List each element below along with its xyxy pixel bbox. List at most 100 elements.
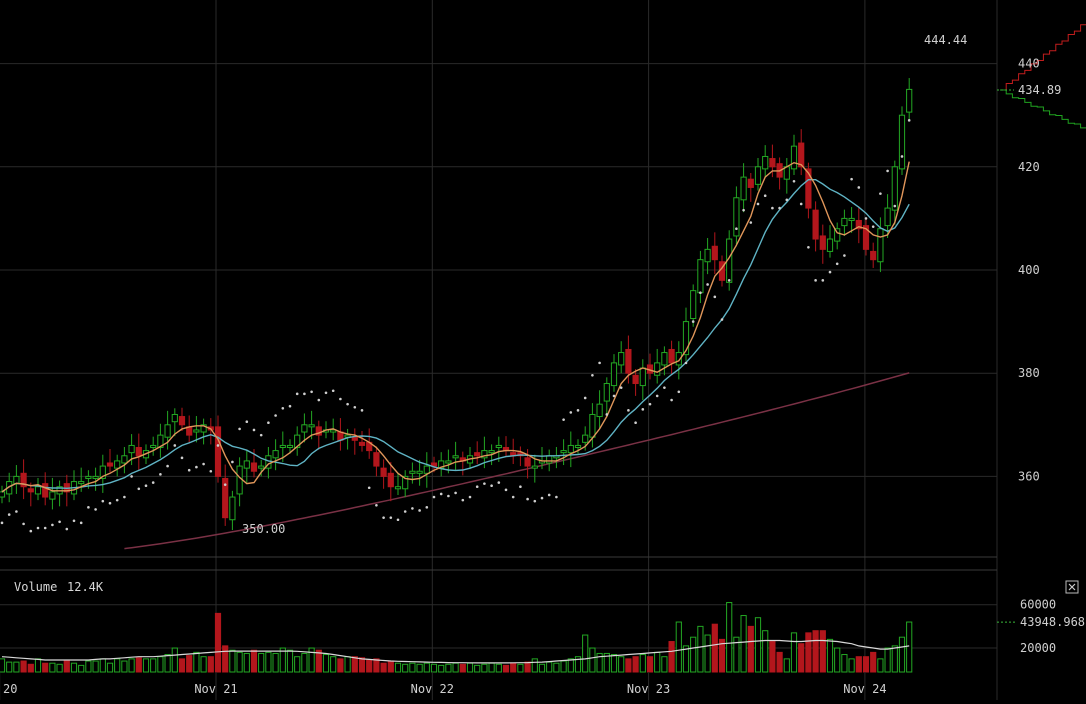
- sar-dot: [519, 485, 522, 489]
- volume-bar: [0, 658, 6, 673]
- volume-bar: [531, 658, 538, 673]
- volume-bar: [150, 658, 157, 673]
- volume-bar: [834, 647, 841, 673]
- sar-dot: [475, 485, 479, 489]
- candle-body: [92, 475, 99, 479]
- sar-dot: [843, 254, 846, 257]
- sar-dot: [605, 413, 609, 416]
- sar-dot: [375, 503, 378, 507]
- candle-body: [841, 217, 848, 227]
- volume-bar: [200, 656, 207, 673]
- sar-dot: [591, 373, 594, 377]
- volume-bar: [49, 662, 56, 673]
- sar-dot: [288, 404, 292, 408]
- candle-body: [589, 413, 596, 438]
- volume-bar: [128, 658, 135, 673]
- candle-body: [531, 465, 538, 469]
- volume-bar: [186, 655, 193, 673]
- candle-body: [380, 467, 387, 477]
- volume-bar: [596, 652, 603, 673]
- candle-body: [0, 491, 6, 498]
- candle-body: [236, 465, 243, 495]
- volume-bar: [502, 664, 510, 673]
- candle-body: [870, 250, 877, 261]
- candle-body: [164, 424, 171, 438]
- sar-dot: [360, 409, 364, 412]
- sar-dot: [511, 495, 515, 499]
- sar-dot: [7, 513, 11, 516]
- sar-dot: [418, 509, 421, 512]
- volume-bar: [625, 658, 632, 673]
- candle-body: [855, 219, 862, 230]
- sar-dot: [670, 398, 673, 402]
- candle-body: [193, 429, 200, 433]
- ask-depth-line: [1000, 24, 1086, 91]
- volume-bar: [214, 612, 222, 673]
- sar-dot: [879, 192, 882, 195]
- sar-dot: [857, 186, 861, 189]
- volume-bar: [243, 652, 250, 673]
- candle-body: [279, 444, 286, 449]
- sar-dot: [432, 495, 436, 499]
- volume-bar: [862, 656, 870, 673]
- candle-body: [85, 475, 92, 479]
- sar-dot: [36, 526, 40, 530]
- candle-body: [135, 447, 142, 457]
- volume-bar: [524, 661, 531, 673]
- volume-bar: [553, 662, 560, 673]
- sar-dot: [713, 295, 717, 299]
- volume-bar: [582, 634, 589, 673]
- candle-body: [848, 217, 855, 221]
- volume-bar: [394, 662, 402, 673]
- candle-body: [618, 352, 625, 366]
- sar-dot: [403, 510, 407, 513]
- order-book-depth: [997, 24, 1086, 129]
- candle-body: [49, 491, 56, 500]
- time-tick-label: Nov 23: [627, 682, 670, 696]
- sar-dot: [569, 411, 573, 414]
- sar-dot: [900, 155, 904, 158]
- volume-bar: [632, 656, 639, 673]
- candle-body: [690, 290, 697, 320]
- volume-bar: [308, 647, 315, 673]
- candle-body: [481, 450, 488, 459]
- time-tick-label: 20: [3, 682, 17, 696]
- sar-dot: [850, 177, 853, 181]
- ma-slow-line: [1, 179, 910, 493]
- candle-body: [351, 436, 358, 441]
- candle-body: [596, 403, 603, 418]
- sar-dot: [137, 487, 141, 491]
- sar-dot: [425, 506, 429, 509]
- volume-bar: [92, 660, 99, 673]
- sar-dot: [310, 390, 313, 394]
- volume-bar: [387, 660, 394, 673]
- sar-dot: [252, 428, 256, 432]
- sar-dot: [634, 421, 637, 425]
- volume-bar: [402, 663, 409, 673]
- close-volume-pane-button[interactable]: [1065, 580, 1079, 594]
- volume-bar: [27, 663, 34, 673]
- candle-body: [546, 455, 553, 464]
- sar-dot: [814, 279, 817, 282]
- volume-bar: [560, 660, 567, 673]
- volume-bar: [250, 649, 258, 673]
- price-tick-label: 440: [1018, 57, 1040, 71]
- volume-bar: [474, 664, 481, 673]
- candle-body: [661, 352, 668, 366]
- close-icon[interactable]: [1068, 583, 1076, 591]
- candle-body: [373, 452, 380, 467]
- candle-body: [200, 424, 207, 433]
- sar-dot: [727, 279, 731, 282]
- sar-dot: [0, 521, 4, 525]
- sar-dot: [576, 409, 580, 412]
- volume-bar: [798, 643, 805, 673]
- candle-body: [711, 245, 718, 261]
- sar-dot: [216, 444, 220, 447]
- candle-body: [157, 434, 164, 449]
- close-volume-pane-box[interactable]: [1065, 580, 1079, 594]
- volume-bar: [718, 638, 726, 673]
- candle-body: [488, 450, 495, 454]
- candle-body: [560, 450, 567, 454]
- candle-body: [42, 483, 49, 498]
- volume-bar: [481, 663, 488, 673]
